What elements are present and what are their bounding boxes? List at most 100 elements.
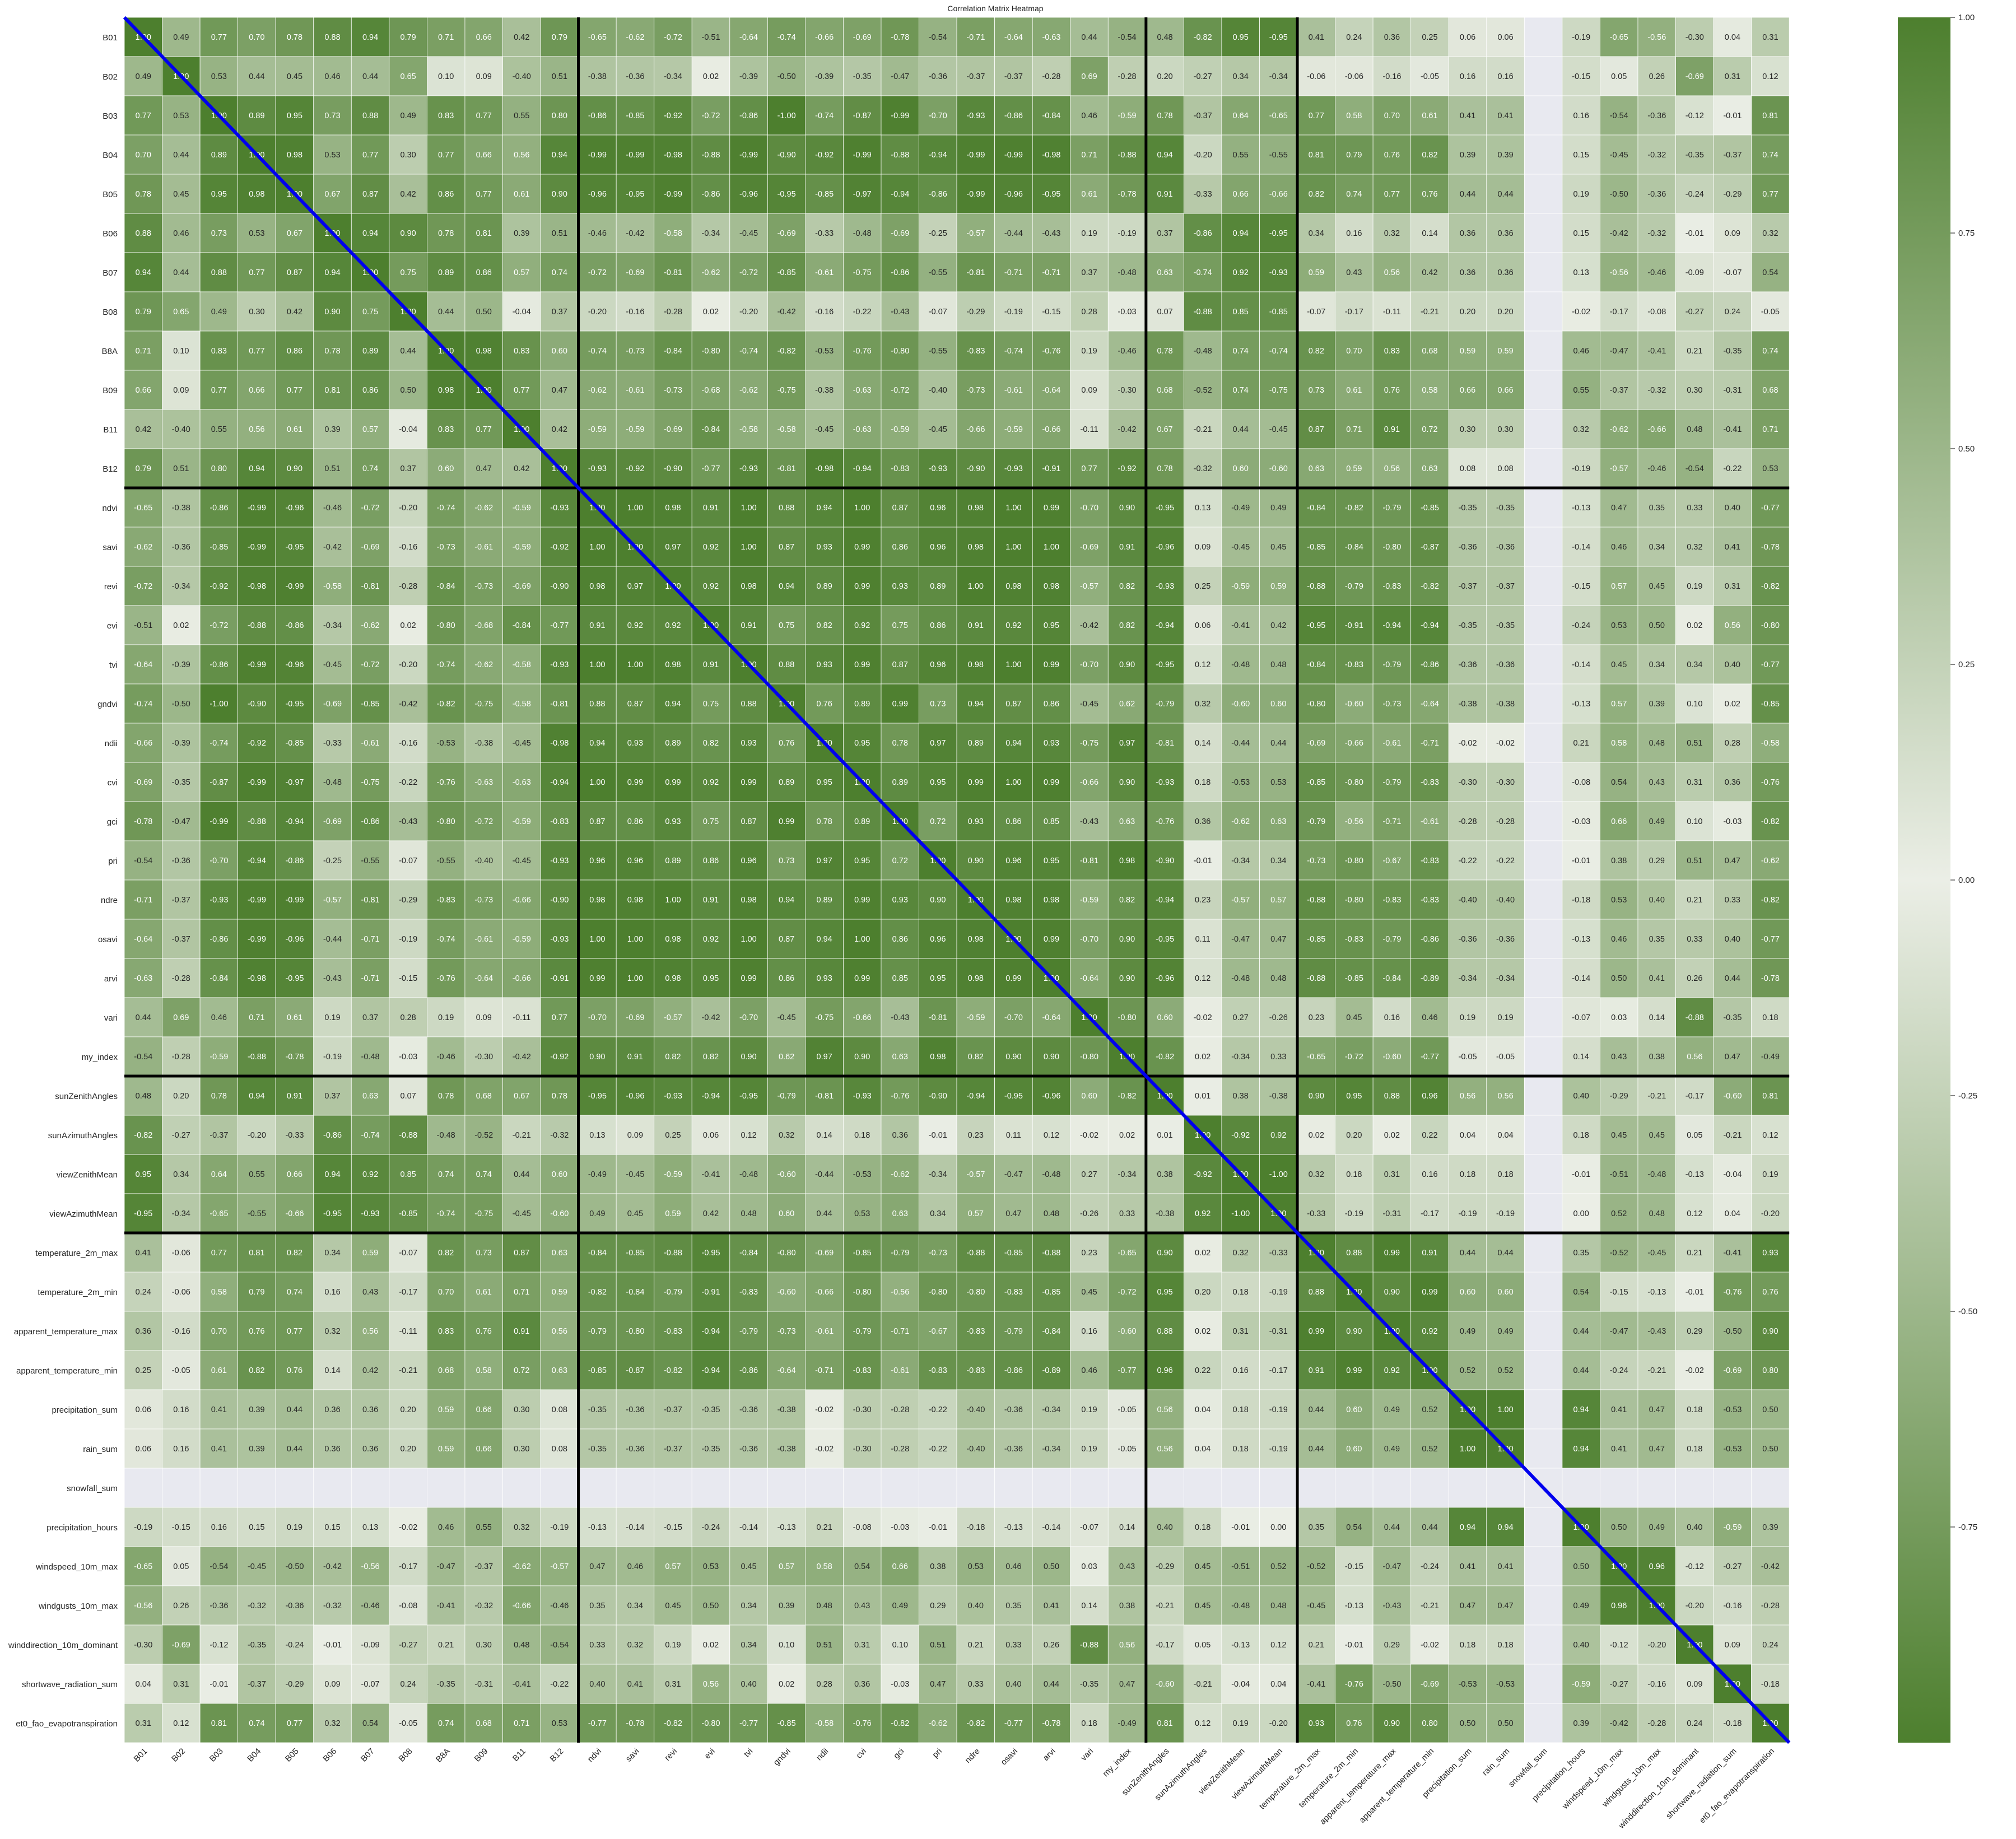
heatmap-cell [843,1468,882,1508]
cell-value-label: 0.66 [287,1170,302,1179]
y-tick-label: gci [107,817,118,827]
cell-value-label: 0.50 [1649,621,1665,630]
cell-value-label: 0.23 [968,1131,984,1140]
cell-value-label: -0.65 [1269,111,1288,120]
cell-value-label: -0.05 [1496,1053,1515,1062]
cell-value-label: 0.38 [1611,856,1627,865]
heatmap-cell [540,1468,579,1508]
cell-value-label: 0.78 [892,739,908,748]
heatmap-cell [1297,174,1336,214]
cell-value-label: -0.93 [664,1092,682,1101]
cell-value-label: -0.85 [777,1719,796,1728]
cell-value-label: 0.76 [1346,1719,1362,1728]
cell-value-label: 0.36 [1384,33,1400,42]
cell-value-label: 0.63 [1119,817,1135,826]
cell-value-label: -0.55 [361,856,380,865]
cell-value-label: -0.80 [1080,1053,1098,1062]
cell-value-label: 0.39 [1649,700,1665,709]
heatmap-cell [956,213,995,253]
heatmap-cell [1297,56,1336,96]
heatmap-cell [843,213,882,253]
cell-value-label: 0.86 [287,347,302,356]
heatmap-cell [691,1468,730,1508]
cell-value-label: 0.52 [1270,1562,1286,1571]
cell-value-label: 0.81 [1309,151,1324,160]
cell-value-label: 0.21 [1573,739,1589,748]
cell-value-label: -0.46 [1647,464,1666,473]
cell-value-label: -0.38 [1156,1209,1174,1218]
heatmap-cell [1183,213,1222,253]
heatmap-cell [1335,56,1374,96]
cell-value-label: -0.83 [1421,778,1439,787]
y-tick-label: ndii [105,739,118,748]
cell-value-label: -0.53 [1723,1405,1742,1414]
cell-value-label: -0.86 [285,856,304,865]
cell-value-label: 0.96 [1422,1092,1437,1101]
cell-value-label: 0.47 [1460,1601,1475,1610]
cell-value-label: 0.50 [1611,974,1627,983]
cell-value-label: -0.72 [891,386,909,395]
cell-value-label: 0.23 [1309,1013,1324,1022]
cell-value-label: -0.42 [701,1013,720,1022]
cell-value-label: -0.61 [815,268,834,277]
cell-value-label: 0.54 [1762,268,1778,277]
heatmap-cell [1524,997,1563,1037]
heatmap-cell [1221,17,1260,57]
cell-value-label: 0.39 [779,1601,794,1610]
cell-value-label: -0.19 [1269,1405,1288,1414]
cell-value-label: -0.35 [1080,1680,1098,1689]
cell-value-label: -0.18 [1723,1719,1742,1728]
heatmap-cell [1524,1664,1563,1704]
cell-value-label: -0.44 [1231,739,1250,748]
cell-value-label: 0.45 [1270,543,1286,552]
cell-value-label: -0.79 [1382,660,1401,669]
heatmap-cell [1524,1624,1563,1665]
cell-value-label: -0.48 [853,229,872,238]
cell-value-label: 0.20 [401,1445,416,1454]
cell-value-label: -0.11 [513,1013,530,1022]
cell-value-label: -0.62 [739,386,758,395]
cell-value-label: 0.95 [930,778,946,787]
cell-value-label: -0.32 [248,1601,266,1610]
cell-value-label: 0.92 [1270,1131,1286,1140]
heatmap-cell [199,174,239,214]
heatmap-cell [1032,1468,1071,1508]
heatmap-cell [1751,1468,1790,1508]
cell-value-label: 0.47 [1270,935,1286,944]
heatmap-cell [162,1468,201,1508]
cell-value-label: 0.99 [968,778,984,787]
cell-value-label: -0.28 [399,582,417,591]
cell-value-label: 0.48 [514,1641,529,1650]
heatmap-cell [427,252,465,292]
cell-value-label: -0.33 [815,229,834,238]
cell-value-label: 0.70 [211,1327,227,1336]
heatmap-cell [1259,252,1298,292]
cell-value-label: 0.44 [1725,974,1740,983]
cell-value-label: 0.41 [1044,1601,1059,1610]
cell-value-label: 0.74 [438,1170,454,1179]
y-tick-label: gndvi [97,700,118,709]
cell-value-label: 0.93 [892,582,908,591]
cell-value-label: 0.86 [362,386,378,395]
cell-value-label: 0.32 [779,1131,794,1140]
heatmap-cell [1524,213,1563,253]
heatmap-cell [540,213,579,253]
heatmap-cell [162,252,201,292]
cell-value-label: 0.51 [817,1641,832,1650]
cell-value-label: -0.66 [815,1288,834,1297]
cell-value-label: 0.32 [514,1523,529,1532]
heatmap-cell [275,134,314,175]
cell-value-label: 0.10 [779,1641,794,1650]
heatmap-cell [1524,1585,1563,1626]
cell-value-label: 0.35 [1573,1249,1589,1258]
cell-value-label: 0.24 [1762,1641,1778,1650]
cell-value-label: 0.90 [741,1053,756,1062]
cell-value-label: 0.91 [703,896,719,905]
heatmap-cell [1675,252,1714,292]
cell-value-label: -0.20 [1269,1719,1288,1728]
heatmap-cell [1524,840,1563,881]
cell-value-label: 0.90 [968,856,984,865]
cell-value-label: 0.73 [211,229,227,238]
cell-value-label: 0.95 [287,111,302,120]
cell-value-label: 0.74 [249,1719,264,1728]
